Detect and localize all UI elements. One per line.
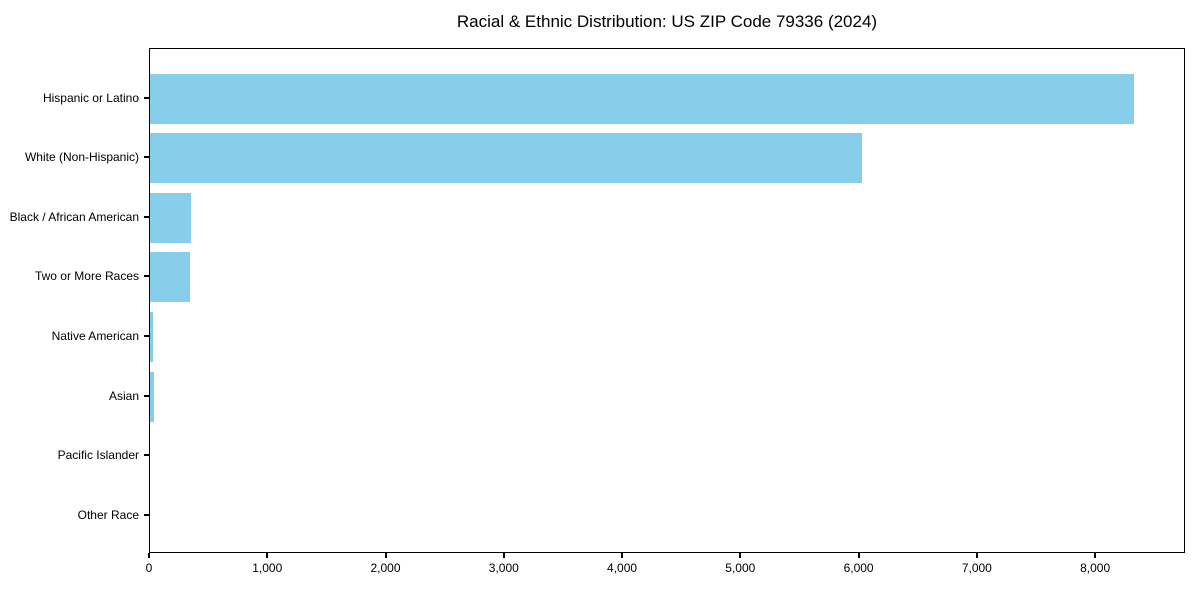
x-axis-label-1000: 1,000	[252, 561, 283, 575]
x-tick-2000	[384, 553, 387, 558]
y-axis-label-asian: Asian	[108, 388, 139, 403]
bar-two-or-more-races	[150, 252, 191, 303]
bar-native-american	[150, 312, 153, 363]
y-tick-white-non-hispanic	[144, 156, 149, 159]
x-tick-0	[148, 553, 150, 558]
y-tick-asian	[144, 394, 149, 397]
y-tick-hispanic-or-latino	[144, 96, 149, 99]
y-tick-pacific-islander	[144, 454, 149, 457]
x-tick-5000	[739, 553, 742, 558]
y-axis-label-pacific-islander: Pacific Islander	[57, 448, 139, 463]
y-axis-label-hispanic-or-latino: Hispanic or Latino	[42, 90, 139, 105]
y-axis-label-native-american: Native American	[51, 329, 139, 344]
x-axis-label-2000: 2,000	[370, 561, 401, 575]
x-axis-label-5000: 5,000	[725, 561, 756, 575]
y-axis-label-two-or-more-races: Two or More Races	[34, 269, 139, 284]
y-tick-native-american	[144, 335, 149, 338]
bar-black-african-american	[150, 192, 192, 243]
bar-hispanic-or-latino	[150, 73, 1135, 124]
x-tick-6000	[857, 553, 860, 558]
x-tick-1000	[266, 553, 269, 558]
x-axis-label-4000: 4,000	[607, 561, 638, 575]
x-axis-label-8000: 8,000	[1080, 561, 1111, 575]
x-axis-label-7000: 7,000	[961, 561, 992, 575]
y-axis-label-white-non-hispanic: White (Non-Hispanic)	[24, 150, 139, 165]
x-tick-8000	[1094, 553, 1097, 558]
y-tick-other-race	[144, 513, 149, 516]
bar-asian	[150, 371, 155, 422]
plot-area	[149, 48, 1185, 553]
y-axis-label-other-race: Other Race	[77, 507, 139, 522]
x-tick-4000	[621, 553, 624, 558]
x-axis-label-6000: 6,000	[843, 561, 874, 575]
y-axis-label-black-african-american: Black / African American	[9, 209, 139, 224]
x-axis-label-0: 0	[145, 561, 153, 575]
chart-title: Racial & Ethnic Distribution: US ZIP Cod…	[456, 12, 878, 31]
x-axis-label-3000: 3,000	[488, 561, 519, 575]
x-tick-7000	[975, 553, 978, 558]
y-tick-black-african-american	[144, 215, 149, 218]
x-tick-3000	[502, 553, 505, 558]
y-tick-two-or-more-races	[144, 275, 149, 278]
bar-white-non-hispanic	[150, 133, 862, 184]
